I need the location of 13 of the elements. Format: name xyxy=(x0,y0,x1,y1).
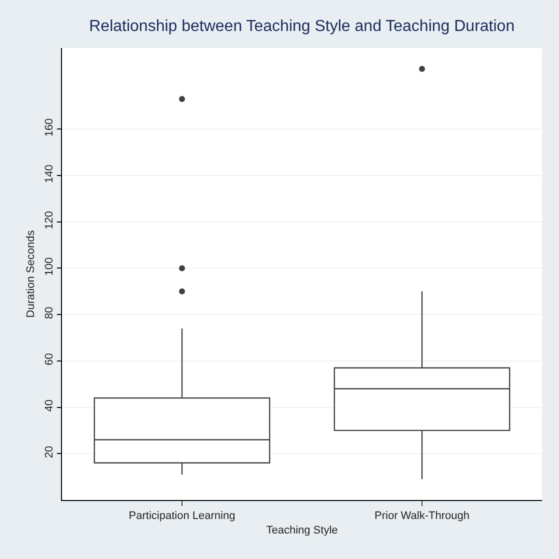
y-tick-label: 40 xyxy=(44,400,56,412)
y-tick-label: 80 xyxy=(44,306,56,320)
y-tick-label: 120 xyxy=(44,211,56,230)
x-axis-title: Teaching Style xyxy=(266,524,338,536)
y-tick-label: 160 xyxy=(44,118,56,137)
y-tick-label: 20 xyxy=(44,446,56,458)
x-tick-label: Participation Learning xyxy=(128,510,236,522)
x-tick-label: Prior Walk-Through xyxy=(374,510,470,522)
y-tick-label: 100 xyxy=(44,257,56,276)
y-tick-label: 140 xyxy=(44,164,56,184)
y-tick-label: 60 xyxy=(44,353,56,366)
y-axis-title: Duration Seconds xyxy=(25,230,38,318)
chart-title: Relationship between Teaching Style and Teaching Duration xyxy=(89,18,515,35)
